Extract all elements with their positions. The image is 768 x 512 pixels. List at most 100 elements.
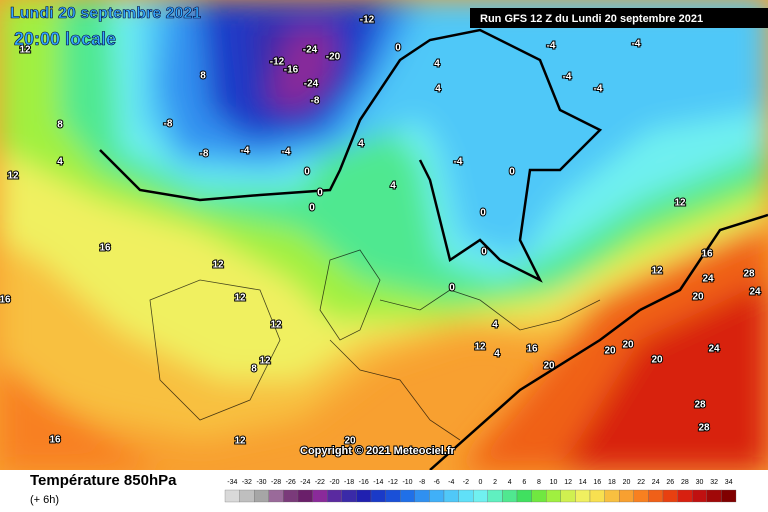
temperature-label: 12 (234, 293, 246, 304)
temperature-label: 0 (309, 203, 315, 214)
scale-label: 24 (652, 479, 660, 486)
temperature-label: -4 (547, 41, 556, 52)
scale-swatch (633, 489, 649, 503)
scale-label: 8 (537, 479, 541, 486)
temperature-label: 4 (390, 181, 396, 192)
date: Lundi 20 septembre 2021 (10, 5, 201, 22)
scale-swatch (604, 489, 620, 503)
temperature-label: -20 (326, 52, 341, 63)
temperature-label: -12 (270, 57, 285, 68)
scale-label: -32 (242, 479, 252, 486)
scale-label: -6 (434, 479, 440, 486)
scale-swatch (706, 489, 722, 503)
temperature-field: -12-24-20-12-16-24-8-8-8 -4 -404440004-400… (0, 0, 768, 470)
temperature-label: 12 (474, 342, 486, 353)
scale-swatch (341, 489, 357, 503)
scale-label: -18 (344, 479, 354, 486)
scale-label: 18 (608, 479, 616, 486)
scale-label: -28 (271, 479, 281, 486)
color-scale: -34 -32 -30 -28 -26 -24 -22 -20 -18 -16 -14 -12 -10-… (224, 479, 737, 503)
temperature-label: 12 (234, 436, 246, 447)
temperature-label: -24 (304, 79, 319, 90)
temperature-label: 20 (604, 346, 616, 357)
scale-swatch (502, 489, 518, 503)
temperature-label: 24 (702, 274, 714, 285)
scale-swatch (619, 489, 634, 503)
scale-label: -34 (227, 479, 237, 486)
scale-swatch (546, 489, 561, 503)
temperature-label: -4 (241, 146, 250, 157)
temperature-label: -4 (594, 84, 603, 95)
scale-swatch (648, 489, 664, 503)
temperature-label: 4 (435, 84, 441, 95)
scale-swatch (268, 489, 284, 503)
scale-swatch (414, 489, 430, 503)
scale-swatch (662, 489, 678, 503)
scale-label: -20 (329, 479, 339, 486)
scale-label: 28 (681, 479, 689, 486)
temperature-label: 16 (701, 249, 713, 260)
temperature-label: 20 (344, 436, 356, 447)
scale-label: 2 (493, 479, 497, 486)
scale-swatch (224, 489, 240, 503)
temperature-label: -8 (200, 149, 209, 160)
scale-label: 22 (637, 479, 645, 486)
temperature-label: 4 (492, 320, 498, 331)
scale-label: -8 (419, 479, 425, 486)
scale-label: 34 (725, 479, 733, 486)
scale-label: 12 (564, 479, 572, 486)
scale-label: -22 (315, 479, 325, 486)
scale-label: -12 (388, 479, 398, 486)
map-labels: -12-24-20-12-16-24-8-8-8 -4 -404440004-400… (0, 14, 762, 448)
scale-label: 10 (550, 479, 558, 486)
scale-label: -2 (463, 479, 469, 486)
temperature-label: 16 (49, 435, 61, 446)
temperature-label: 24 (708, 344, 720, 355)
temperature-label: 20 (543, 361, 555, 372)
temperature-label: 12 (7, 171, 19, 182)
temperature-label: 0 (449, 283, 455, 294)
scale-label: 26 (666, 479, 674, 486)
scale-label: 4 (508, 479, 512, 486)
temperature-label: 12 (651, 266, 663, 277)
scale-label: -4 (448, 479, 454, 486)
scale-swatch (531, 489, 547, 503)
temperature-label: 8 (200, 71, 206, 82)
scale-swatch (239, 489, 255, 503)
temperature-label: 4 (494, 349, 500, 360)
temperature-label: -4 (282, 147, 291, 158)
scale-swatch (385, 489, 401, 503)
scale-label: 0 (479, 479, 483, 486)
temperature-label: 24 (749, 287, 761, 298)
scale-swatch (254, 489, 269, 503)
scale-label: 32 (710, 479, 718, 486)
temperature-label: -16 (284, 65, 299, 76)
scale-label: -14 (373, 479, 383, 486)
temperature-label: 12 (674, 198, 686, 209)
temperature-label: 8 (251, 364, 257, 375)
temperature-label: -24 (303, 45, 318, 56)
scale-swatch (589, 489, 605, 503)
scale-label: 6 (522, 479, 526, 486)
temperature-label: 0 (509, 167, 515, 178)
temperature-label: 28 (694, 400, 706, 411)
temperature-label: 16 (526, 344, 538, 355)
scale-swatch (516, 489, 532, 503)
scale-label: -10 (402, 479, 412, 486)
temperature-label: 28 (743, 269, 755, 280)
scale-label: 16 (593, 479, 601, 486)
copyright: Copyright © 2021 Meteociel.fr (300, 445, 456, 457)
scale-swatch (721, 489, 737, 503)
scale-label: -16 (359, 479, 369, 486)
temperature-label: 20 (622, 340, 634, 351)
scale-swatch (443, 489, 459, 503)
temperature-label: -12 (360, 15, 375, 26)
temperature-label: 4 (434, 59, 440, 70)
temperature-label: 20 (692, 292, 704, 303)
scale-swatch (327, 489, 342, 503)
scale-swatch (458, 489, 474, 503)
scale-swatch (677, 489, 693, 503)
temperature-label: 16 (99, 243, 111, 254)
scale-swatch (429, 489, 445, 503)
